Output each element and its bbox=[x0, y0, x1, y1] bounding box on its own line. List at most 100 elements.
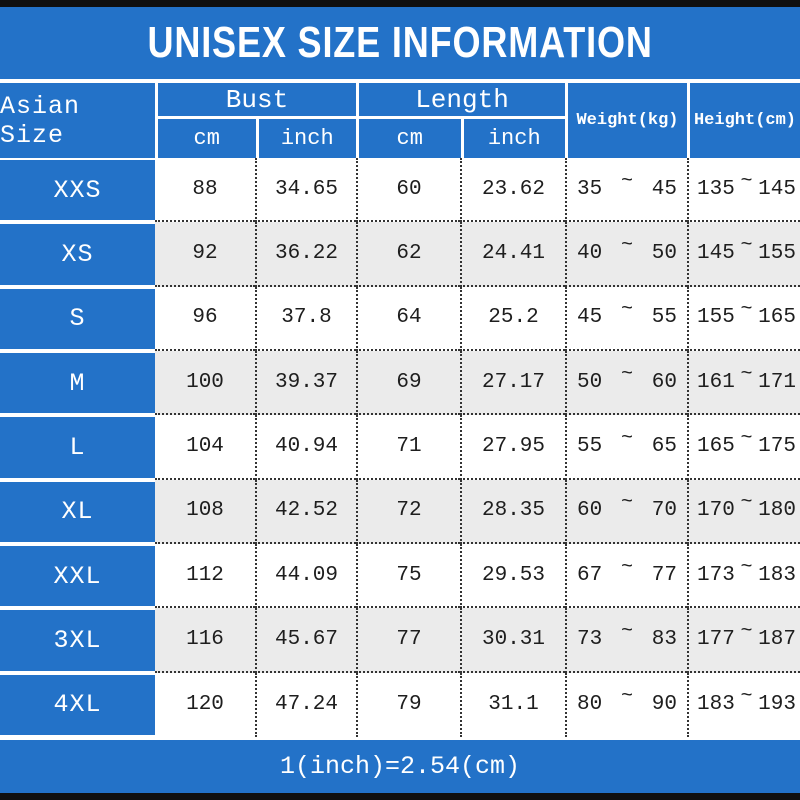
weight-min: 40 bbox=[577, 241, 603, 265]
weight-max: 77 bbox=[651, 563, 677, 587]
size-cell: M bbox=[0, 350, 155, 416]
bust-cm-cell: 96 bbox=[155, 286, 255, 351]
tilde-glyph: ~ bbox=[620, 555, 633, 579]
weight-min: 45 bbox=[577, 306, 603, 330]
length-cm-cell: 77 bbox=[356, 608, 460, 673]
length-inch-cell: 27.95 bbox=[460, 415, 565, 480]
table-body: XXS 88 34.65 60 23.62 35 ~ 45 135 ~ 145 … bbox=[0, 158, 800, 737]
size-cell: XL bbox=[0, 479, 155, 544]
table-row-4xl: 4XL 120 47.24 79 31.1 80 ~ 90 183 ~ 193 bbox=[0, 672, 800, 737]
tilde-glyph: ~ bbox=[620, 362, 633, 386]
tilde-glyph: ~ bbox=[740, 298, 753, 322]
tilde-glyph: ~ bbox=[620, 491, 633, 515]
weight-range-cell: 45 ~ 55 bbox=[565, 286, 687, 351]
weight-max: 83 bbox=[651, 627, 677, 651]
table-row-xl: XL 108 42.52 72 28.35 60 ~ 70 170 ~ 180 bbox=[0, 479, 800, 544]
bust-inch-cell: 37.8 bbox=[255, 286, 356, 351]
header-length: Length bbox=[359, 83, 565, 119]
bust-cm-cell: 120 bbox=[155, 672, 255, 737]
weight-min: 67 bbox=[577, 563, 603, 587]
length-cm-cell: 69 bbox=[356, 350, 460, 416]
height-range-cell: 155 ~ 165 bbox=[687, 286, 800, 351]
tilde-glyph: ~ bbox=[740, 362, 753, 386]
header-bust-cm: cm bbox=[193, 126, 220, 151]
bust-inch-cell: 34.65 bbox=[255, 158, 356, 223]
size-cell: XXS bbox=[0, 158, 155, 223]
size-cell: 4XL bbox=[0, 672, 155, 737]
table-row-l: L 104 40.94 71 27.95 55 ~ 65 165 ~ 175 bbox=[0, 415, 800, 480]
height-max: 171 bbox=[758, 370, 796, 394]
length-cm-cell: 62 bbox=[356, 222, 460, 287]
weight-range-cell: 55 ~ 65 bbox=[565, 415, 687, 480]
weight-range-cell: 40 ~ 50 bbox=[565, 222, 687, 287]
length-cm-cell: 72 bbox=[356, 479, 460, 544]
height-max: 175 bbox=[758, 434, 796, 458]
tilde-glyph: ~ bbox=[740, 426, 753, 450]
length-cm-cell: 79 bbox=[356, 672, 460, 737]
conversion-note: 1(inch)=2.54(cm) bbox=[279, 752, 521, 781]
height-max: 187 bbox=[758, 627, 796, 651]
height-min: 173 bbox=[697, 563, 735, 587]
height-max: 165 bbox=[758, 306, 796, 330]
height-max: 180 bbox=[758, 499, 796, 523]
bust-cm-cell: 88 bbox=[155, 158, 255, 223]
length-inch-cell: 25.2 bbox=[460, 286, 565, 351]
size-cell: S bbox=[0, 286, 155, 351]
table-row-xxs: XXS 88 34.65 60 23.62 35 ~ 45 135 ~ 145 bbox=[0, 158, 800, 223]
table-row-xs: XS 92 36.22 62 24.41 40 ~ 50 145 ~ 155 bbox=[0, 222, 800, 287]
height-min: 155 bbox=[697, 306, 735, 330]
bust-cm-cell: 112 bbox=[155, 543, 255, 609]
tilde-glyph: ~ bbox=[740, 619, 753, 643]
height-max: 155 bbox=[758, 241, 796, 265]
weight-min: 73 bbox=[577, 627, 603, 651]
bust-inch-cell: 42.52 bbox=[255, 479, 356, 544]
height-range-cell: 135 ~ 145 bbox=[687, 158, 800, 223]
bust-cm-cell: 104 bbox=[155, 415, 255, 480]
height-range-cell: 183 ~ 193 bbox=[687, 672, 800, 737]
table-row-m: M 100 39.37 69 27.17 50 ~ 60 161 ~ 171 bbox=[0, 350, 800, 416]
weight-min: 50 bbox=[577, 370, 603, 394]
tilde-glyph: ~ bbox=[740, 491, 753, 515]
height-max: 183 bbox=[758, 563, 796, 587]
height-range-cell: 165 ~ 175 bbox=[687, 415, 800, 480]
tilde-glyph: ~ bbox=[620, 233, 633, 257]
title-band: UNISEX SIZE INFORMATION bbox=[0, 7, 800, 83]
weight-min: 55 bbox=[577, 434, 603, 458]
bust-inch-cell: 40.94 bbox=[255, 415, 356, 480]
bust-inch-cell: 47.24 bbox=[255, 672, 356, 737]
tilde-glyph: ~ bbox=[620, 298, 633, 322]
header-asian-size: Asian Size bbox=[0, 91, 81, 150]
bottom-edge-bar bbox=[0, 793, 800, 800]
height-range-cell: 173 ~ 183 bbox=[687, 543, 800, 609]
bust-inch-cell: 39.37 bbox=[255, 350, 356, 416]
page-title: UNISEX SIZE INFORMATION bbox=[147, 18, 653, 67]
weight-range-cell: 60 ~ 70 bbox=[565, 479, 687, 544]
length-inch-cell: 27.17 bbox=[460, 350, 565, 416]
tilde-glyph: ~ bbox=[620, 169, 633, 193]
size-cell: L bbox=[0, 415, 155, 480]
header-weight: Weight(kg) bbox=[565, 83, 687, 158]
size-cell: XXL bbox=[0, 543, 155, 609]
weight-max: 50 bbox=[651, 241, 677, 265]
size-cell: XS bbox=[0, 222, 155, 287]
bust-cm-cell: 108 bbox=[155, 479, 255, 544]
length-inch-cell: 30.31 bbox=[460, 608, 565, 673]
table-row-3xl: 3XL 116 45.67 77 30.31 73 ~ 83 177 ~ 187 bbox=[0, 608, 800, 673]
bust-cm-cell: 116 bbox=[155, 608, 255, 673]
length-inch-cell: 29.53 bbox=[460, 543, 565, 609]
table-header: Asian Size Bust cm inch Length cm inch W… bbox=[0, 83, 800, 158]
bust-inch-cell: 36.22 bbox=[255, 222, 356, 287]
length-cm-cell: 64 bbox=[356, 286, 460, 351]
size-cell: 3XL bbox=[0, 608, 155, 673]
height-min: 145 bbox=[697, 241, 735, 265]
height-range-cell: 161 ~ 171 bbox=[687, 350, 800, 416]
tilde-glyph: ~ bbox=[740, 233, 753, 257]
height-range-cell: 170 ~ 180 bbox=[687, 479, 800, 544]
table-row-xxl: XXL 112 44.09 75 29.53 67 ~ 77 173 ~ 183 bbox=[0, 543, 800, 609]
tilde-glyph: ~ bbox=[620, 619, 633, 643]
height-min: 165 bbox=[697, 434, 735, 458]
height-max: 193 bbox=[758, 693, 796, 717]
length-inch-cell: 31.1 bbox=[460, 672, 565, 737]
bust-cm-cell: 92 bbox=[155, 222, 255, 287]
